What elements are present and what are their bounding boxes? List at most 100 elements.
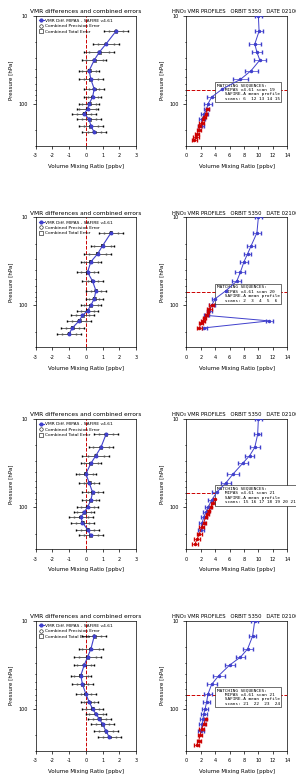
Point [78,669,83,682]
Y-axis label: Pressure [hPa]: Pressure [hPa] [159,263,164,302]
Point [100,718,105,730]
Point [104,725,108,737]
Point [95,248,100,260]
Point [100,239,105,252]
Point [99,441,103,454]
Point [89,300,93,312]
Point [89,256,93,268]
Point [95,248,100,260]
Point [104,429,108,441]
Point [82,659,86,672]
Point [89,494,93,507]
Point [87,476,91,489]
Point [92,292,96,305]
Point [94,449,98,461]
Text: MATCHING SEQUENCES:
   MIPAS v4.61 scan 20
   SAFIRE-A mean profile
   scans: 2 : MATCHING SEQUENCES: MIPAS v4.61 scan 20 … [217,285,280,303]
Y-axis label: Pressure [hPa]: Pressure [hPa] [8,465,13,504]
Point [87,113,91,125]
Point [97,46,102,59]
Point [82,659,86,672]
Point [90,274,95,287]
Point [107,731,112,744]
Point [78,669,83,682]
Point [92,54,96,66]
Point [90,486,95,499]
Point [89,120,93,132]
Point [83,687,88,700]
Point [85,102,90,115]
Title: VMR differences and combined errors: VMR differences and combined errors [30,210,141,216]
X-axis label: Volume Mixing Ratio [ppbv]: Volume Mixing Ratio [ppbv] [199,164,275,169]
Point [89,643,93,655]
Point [85,500,90,513]
Point [67,328,71,340]
Point [77,314,81,327]
Point [109,227,113,239]
Text: MATCHING SEQUENCES:
   MIPAS v4.61 scan 21
   SAFIRE-A mean profile
   scans: 21: MATCHING SEQUENCES: MIPAS v4.61 scan 21 … [217,688,280,706]
Point [104,38,108,50]
Point [94,449,98,461]
Point [85,651,90,663]
Point [104,38,108,50]
Title: HNO₃ VMR PROFILES   ORBIT 5350   DATE 021003: HNO₃ VMR PROFILES ORBIT 5350 DATE 021003 [172,412,296,417]
Point [94,708,98,720]
Point [90,702,95,715]
Point [100,239,105,252]
X-axis label: Volume Mixing Ratio [ppbv]: Volume Mixing Ratio [ppbv] [48,567,124,572]
Point [70,321,75,334]
Point [87,113,91,125]
Point [92,630,96,642]
Point [83,468,88,480]
Point [70,321,75,334]
Point [87,696,91,708]
Point [92,630,96,642]
Point [87,696,91,708]
Point [87,98,91,110]
Point [92,292,96,305]
Point [89,74,93,86]
X-axis label: Volume Mixing Ratio [ppbv]: Volume Mixing Ratio [ppbv] [48,164,124,169]
Title: HNO₃ VMR PROFILES   ORBIT 5350   DATE 021003: HNO₃ VMR PROFILES ORBIT 5350 DATE 021003 [172,9,296,14]
Point [97,712,102,725]
Point [78,511,83,523]
Point [82,107,86,120]
Text: MATCHING SEQUENCES:
   MIPAS v4.61 scan 19
   SAFIRE-A mean profile
   scans: 6 : MATCHING SEQUENCES: MIPAS v4.61 scan 19 … [217,84,280,101]
Point [89,529,93,542]
Point [94,285,98,297]
Title: VMR differences and combined errors: VMR differences and combined errors [30,614,141,619]
Point [80,678,85,691]
Point [100,718,105,730]
Point [85,304,90,317]
Point [89,457,93,470]
Point [90,91,95,103]
Text: MATCHING SEQUENCES:
   MIPAS v4.61 scan 21
   SAFIRE-A mean profile
   scans: 15: MATCHING SEQUENCES: MIPAS v4.61 scan 21 … [217,486,295,504]
Legend: VMR Diff. MIPAS - SAFIRE v4.61, Combined Precision Error, Combined Total Error: VMR Diff. MIPAS - SAFIRE v4.61, Combined… [38,421,114,438]
X-axis label: Volume Mixing Ratio [ppbv]: Volume Mixing Ratio [ppbv] [199,366,275,371]
Point [83,687,88,700]
Point [92,126,96,138]
Point [94,285,98,297]
Point [89,120,93,132]
Point [94,708,98,720]
Point [85,523,90,536]
Point [87,64,91,77]
Point [85,304,90,317]
Y-axis label: Pressure [hPa]: Pressure [hPa] [8,666,13,705]
Title: VMR differences and combined errors: VMR differences and combined errors [30,412,141,417]
Point [89,494,93,507]
Legend: VMR Diff. MIPAS - SAFIRE v4.61, Combined Precision Error, Combined Total Error: VMR Diff. MIPAS - SAFIRE v4.61, Combined… [38,622,114,640]
Point [89,643,93,655]
Point [114,25,118,38]
Point [77,314,81,327]
Point [89,256,93,268]
Point [104,725,108,737]
Point [87,476,91,489]
Point [109,227,113,239]
Point [80,678,85,691]
Point [80,516,85,529]
Legend: VMR Diff. MIPAS - SAFIRE v4.61, Combined Precision Error, Combined Total Error: VMR Diff. MIPAS - SAFIRE v4.61, Combined… [38,220,114,236]
Y-axis label: Pressure [hPa]: Pressure [hPa] [8,61,13,100]
Point [78,511,83,523]
Point [80,309,85,321]
Point [87,98,91,110]
